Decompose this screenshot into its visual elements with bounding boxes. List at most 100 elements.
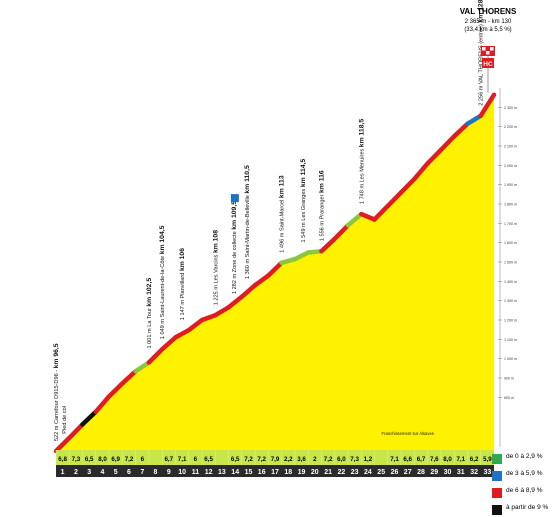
km-label: 24	[364, 469, 372, 476]
altitude-tick-label: 800 m	[504, 396, 514, 400]
legend-swatch	[492, 471, 502, 481]
altitude-tick-label: 1 400 m	[504, 280, 517, 284]
waypoint-text: 1 360 m Saint-Martin-de-Belleville km 11…	[244, 165, 251, 279]
road-segment	[173, 327, 191, 340]
km-label: 31	[457, 469, 465, 476]
km-label: 8	[154, 469, 158, 476]
waypoint-label: 1 496 m Saint-Marcel km 113	[279, 175, 286, 253]
waypoint-label: 2 256 m VAL THORENS (entrée) km 128	[478, 0, 485, 106]
km-label: 12	[205, 469, 213, 476]
altitude-tick-label: 1 500 m	[504, 261, 517, 265]
waypoint-text: 1 549 m Les Granges km 114,5	[300, 159, 307, 243]
gradient-label: 8,0	[443, 456, 452, 463]
road-segment	[80, 409, 99, 427]
km-label: 33	[484, 469, 492, 476]
legend-entry: de 0 à 2,9 %	[492, 452, 554, 466]
waypoint-text: Pied de col	[62, 406, 68, 434]
gradient-label: 6,7	[164, 456, 173, 463]
gradient-band	[56, 450, 494, 465]
gradient-label: 7,2	[257, 456, 266, 463]
road-segment	[213, 305, 231, 318]
km-label: 23	[351, 469, 359, 476]
gradient-label: 6,9	[111, 456, 120, 463]
legend-swatch	[492, 488, 502, 498]
gradient-label: 2,2	[284, 456, 293, 463]
gradient-label: 6,5	[231, 456, 240, 463]
road-segment	[199, 312, 218, 323]
category-badge: HC	[483, 61, 493, 68]
gradient-label: 6	[141, 456, 145, 463]
road-segment	[465, 113, 483, 127]
legend-label: à partir de 9 %	[506, 504, 549, 511]
gradient-label: 7,1	[178, 456, 187, 463]
waypoint-text: 1 748 m Les Menuires km 118,5	[358, 119, 365, 204]
gradient-label: 1,2	[364, 456, 373, 463]
category-badge-bg	[482, 58, 494, 68]
km-label: 26	[391, 469, 399, 476]
gradient-label: 7,1	[390, 456, 399, 463]
km-label: 2	[74, 469, 78, 476]
km-label: 22	[338, 469, 346, 476]
summit-flag-check	[486, 51, 490, 55]
km-label: 11	[192, 469, 200, 476]
waypoint-text: 1 225 m Les Varcins km 108	[212, 230, 219, 305]
road-segment	[385, 190, 404, 209]
road-segment	[412, 161, 430, 182]
road-segment	[425, 147, 444, 166]
road-segment	[226, 294, 245, 310]
km-label: 14	[231, 469, 239, 476]
gradient-label: 8,0	[98, 456, 107, 463]
altitude-tick-label: 2 000 m	[504, 164, 517, 168]
waypoint-label: 1 001 m La Tour km 102,5	[146, 278, 153, 349]
road-segment	[146, 346, 165, 365]
legend-label: de 6 à 8,9 %	[506, 487, 543, 494]
road-segment	[319, 236, 337, 254]
road-segment	[345, 211, 364, 228]
road-segment	[279, 256, 298, 266]
gradient-label: 5,9	[483, 456, 492, 463]
km-label: 30	[444, 469, 452, 476]
gradient-label: 6,2	[470, 456, 479, 463]
altitude-tick-label: 2 100 m	[504, 145, 517, 149]
road-segment	[239, 282, 258, 300]
legend-entry: à partir de 9 %	[492, 503, 554, 517]
km-label: 3	[87, 469, 91, 476]
gradient-label: 7,9	[271, 456, 280, 463]
waypoint-label: 1 147 m Planvillard km 106	[179, 248, 186, 320]
gradient-label: 6,5	[85, 456, 94, 463]
km-label: 29	[430, 469, 438, 476]
zone-label: Franchissement sur Alsaves	[382, 431, 434, 436]
road-segment	[159, 335, 178, 352]
gradient-label: 6,5	[204, 456, 213, 463]
road-segment	[398, 176, 417, 195]
gradient-label: 7,3	[350, 456, 359, 463]
road-segment	[451, 121, 470, 139]
altitude-tick-label: 1 100 m	[504, 338, 517, 342]
legend-swatch	[492, 454, 502, 464]
road-segment	[133, 360, 152, 374]
profile-area	[56, 94, 494, 466]
waypoint-text: 1 001 m La Tour km 102,5	[146, 278, 153, 349]
altitude-tick-label: 2 300 m	[504, 106, 517, 110]
altitude-tick-label: 2 200 m	[504, 125, 517, 129]
km-label: 13	[218, 469, 226, 476]
km-label: 9	[167, 469, 171, 476]
km-label: 16	[258, 469, 266, 476]
km-label: 10	[178, 469, 186, 476]
km-label: 15	[245, 469, 253, 476]
waypoint-label: 1 049 m Saint-Laurent-de-la-Côte km 104,…	[159, 225, 166, 339]
road-segment	[266, 260, 284, 278]
gradient-label: 6,7	[417, 456, 426, 463]
km-band	[56, 465, 494, 477]
gradient-label: 7,1	[456, 456, 465, 463]
km-label: 19	[298, 469, 306, 476]
altitude-tick-label: 1 000 m	[504, 357, 517, 361]
legend-label: de 3 à 5,9 %	[506, 470, 543, 477]
altitude-tick-label: 1 800 m	[504, 203, 517, 207]
waypoint-text: 1 282 m Zone de collecte km 109,5	[231, 201, 238, 294]
summit-detail-2: (33,4 km à 5,5 %)	[464, 27, 511, 33]
km-label: 17	[271, 469, 279, 476]
altitude-tick-label: 900 m	[504, 377, 514, 381]
km-label: 18	[284, 469, 292, 476]
road-segment	[438, 134, 457, 153]
